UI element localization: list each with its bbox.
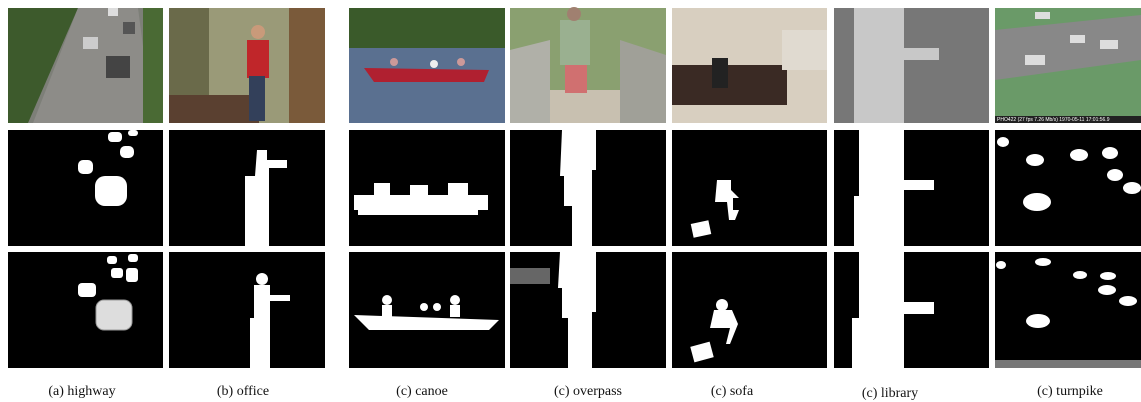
sofa-column [672, 8, 827, 368]
result [349, 252, 505, 368]
mask [995, 130, 1141, 246]
canoe-column [349, 8, 505, 368]
caption: (c) library [862, 386, 918, 401]
caption: (a) highway [48, 384, 115, 399]
result [995, 252, 1141, 368]
overpass-column [510, 7, 666, 368]
caption: (c) sofa [711, 384, 754, 399]
office-column [169, 8, 325, 368]
turnpike-column: PHO422 (27 fps 7.26 Mb/s) 1970-05-11 17:… [995, 8, 1141, 368]
caption: (c) canoe [396, 384, 448, 399]
result [8, 252, 163, 368]
mask [8, 130, 163, 246]
caption: (c) overpass [554, 384, 622, 399]
overlay-text: PHO422 (27 fps 7.26 Mb/s) 1970-05-11 17:… [997, 117, 1110, 123]
library-column [834, 8, 989, 368]
result [169, 252, 325, 368]
caption: (b) office [217, 384, 269, 399]
caption: (c) turnpike [1037, 384, 1103, 399]
captions: (a) highway (b) office (c) canoe (c) ove… [48, 384, 1102, 401]
highway-column [8, 8, 163, 368]
